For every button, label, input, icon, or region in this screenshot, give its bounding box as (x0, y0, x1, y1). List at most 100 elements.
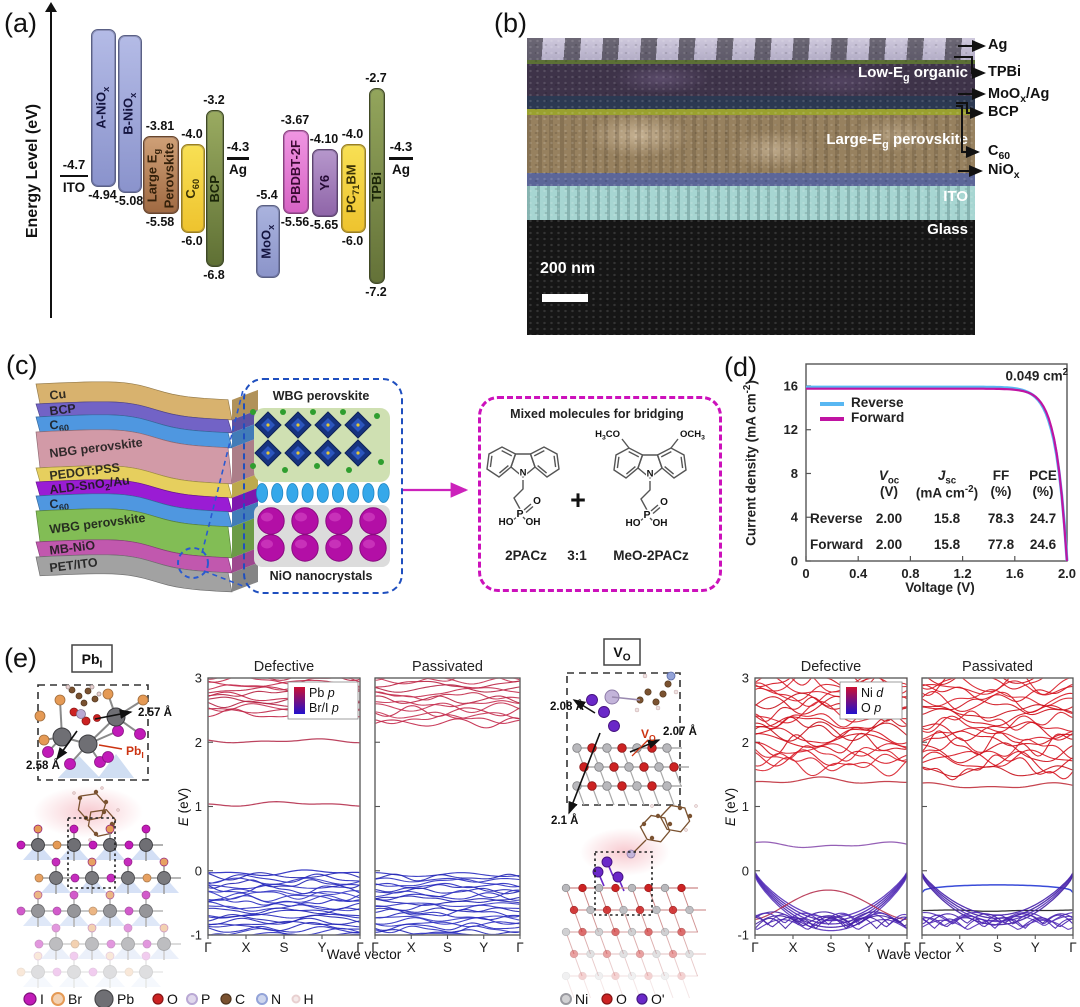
energy-name: Ag (229, 162, 247, 178)
svg-text:2.08 Å: 2.08 Å (550, 700, 584, 713)
energy-value: -4.7 (62, 156, 86, 172)
molecules-box-title: Mixed molecules for bridging (510, 407, 684, 421)
svg-text:N: N (271, 991, 281, 1007)
svg-text:0: 0 (195, 863, 202, 878)
jv-th: PCE (1029, 468, 1057, 483)
svg-text:Pb: Pb (117, 991, 134, 1007)
energy-bar-tpbi: TPBi (369, 88, 385, 285)
svg-text:1.2: 1.2 (954, 566, 972, 581)
svg-text:O: O (616, 991, 627, 1007)
svg-text:P: P (516, 508, 523, 520)
svg-text:OCH3: OCH3 (680, 429, 705, 441)
molecules-box (478, 396, 722, 592)
svg-text:12: 12 (784, 422, 798, 437)
svg-text:Γ: Γ (371, 940, 379, 955)
energy-value: -5.08 (114, 193, 144, 208)
jv-cell: 15.8 (933, 537, 961, 552)
sem-arrow-label-5: NiOx (988, 162, 1020, 181)
panel-b-letter: (b) (494, 8, 527, 38)
energy-bar-label: PC71BM (343, 164, 362, 213)
svg-text:C60: C60 (49, 416, 70, 434)
svg-text:X: X (407, 940, 416, 955)
jv-th: FF (992, 468, 1010, 483)
svg-text:PbI: PbI (82, 651, 103, 671)
sem-layer-low-eg-organic (527, 64, 975, 96)
energy-bar-b-nio-x-: B-NiOx (118, 35, 142, 193)
energy-value: -4.0 (181, 127, 203, 142)
jv-cell: 15.8 (933, 511, 961, 526)
svg-text:H3CO: H3CO (595, 429, 620, 441)
energy-value: -3.81 (145, 119, 175, 134)
svg-text:C60: C60 (49, 495, 70, 513)
svg-text:VO: VO (613, 644, 630, 664)
sem-layer-bcp-line (527, 109, 975, 115)
svg-text:E (eV): E (eV) (176, 788, 191, 826)
svg-text:MB-NiO: MB-NiO (49, 538, 96, 558)
svg-text:2.07 Å: 2.07 Å (663, 725, 697, 738)
svg-text:Pb p: Pb p (309, 686, 335, 700)
svg-text:3: 3 (195, 671, 202, 686)
energy-bar-y6: Y6 (312, 148, 338, 218)
energy-level-diagram: Energy Level (eV) -4.7 ITO A-NiOx -4.94 B-Ni… (0, 0, 480, 345)
svg-text:Y: Y (317, 940, 326, 955)
energy-level-ito (60, 174, 88, 178)
svg-text:P: P (643, 509, 650, 521)
jv-cell: 77.8 (987, 537, 1015, 552)
sem-arrow-label-4: C60 (988, 143, 1011, 162)
mix-ratio: 3:1 (567, 548, 587, 563)
svg-text:Br: Br (68, 991, 82, 1007)
svg-text:Y: Y (1031, 940, 1040, 955)
svg-text:3: 3 (742, 671, 749, 686)
device-schematic-panel: Cu BCP C60 NBG perovskite PEDOT:PSS ALD-SnO2/… (0, 345, 740, 635)
svg-text:VO: VO (641, 727, 656, 743)
jv-row-label: Reverse (810, 511, 863, 526)
energy-value: -7.2 (365, 285, 387, 300)
energy-bar-pc-71-bm: PC71BM (341, 144, 366, 233)
energy-value: -4.10 (309, 131, 339, 146)
svg-text:C: C (235, 991, 245, 1007)
energy-value: -6.8 (203, 268, 225, 282)
svg-text:P: P (201, 991, 210, 1007)
energy-bar-label: BCP (207, 174, 223, 203)
svg-text:2: 2 (195, 735, 202, 750)
band-ni-passivated (921, 677, 1074, 939)
jv-area-label: 0.049 cm2 (1005, 367, 1068, 384)
sem-arrow-label-2: MoOx/Ag (988, 86, 1050, 105)
jv-cell: 78.3 (987, 511, 1015, 526)
sem-cross-section-panel: Low-Eg organic Large-Eg perovskite ITO Glas… (490, 0, 1080, 345)
svg-text:Defective: Defective (254, 659, 314, 675)
panel-d-letter: (d) (724, 352, 757, 382)
energy-value: -3.67 (280, 113, 310, 128)
sem-label-3: Glass (927, 221, 968, 238)
energy-bar-pbdbt-2f: PBDBT-2F (283, 130, 309, 214)
wbg-inset-title: WBG perovskite (272, 389, 370, 403)
svg-text:H: H (304, 991, 314, 1007)
energy-bar-a-nio-x-: A-NiOx (91, 29, 116, 187)
svg-text:N: N (647, 469, 654, 480)
jv-legend-swatch-reverse (820, 402, 844, 406)
svg-text:S: S (279, 940, 288, 955)
svg-text:0: 0 (791, 554, 798, 569)
sem-layer-arrows (954, 40, 986, 177)
energy-value: -5.56 (280, 214, 310, 229)
jv-th2: (mA cm-2) (915, 484, 979, 501)
svg-text:Γ: Γ (1069, 940, 1077, 955)
svg-text:Γ: Γ (516, 940, 524, 955)
jv-th: Jsc (937, 468, 957, 487)
svg-text:2.58 Å: 2.58 Å (26, 759, 60, 772)
jv-cell: 24.7 (1029, 511, 1057, 526)
svg-text:16: 16 (784, 378, 798, 393)
molecule-2-name: MeO-2PACz (613, 548, 689, 563)
pbi-defect-inset: 2.57 Å 2.58 Å PbI (26, 684, 172, 781)
sem-label-2: ITO (943, 188, 968, 205)
svg-text:S: S (443, 940, 452, 955)
molecule-1-name: 2PACz (505, 548, 547, 563)
sem-layer-moox-ag (527, 96, 975, 109)
wbg-nio-inset-box (243, 378, 403, 594)
svg-text:O: O (660, 497, 668, 508)
atom-legend-perovskite: I Br Pb O P C N H (23, 989, 314, 1007)
